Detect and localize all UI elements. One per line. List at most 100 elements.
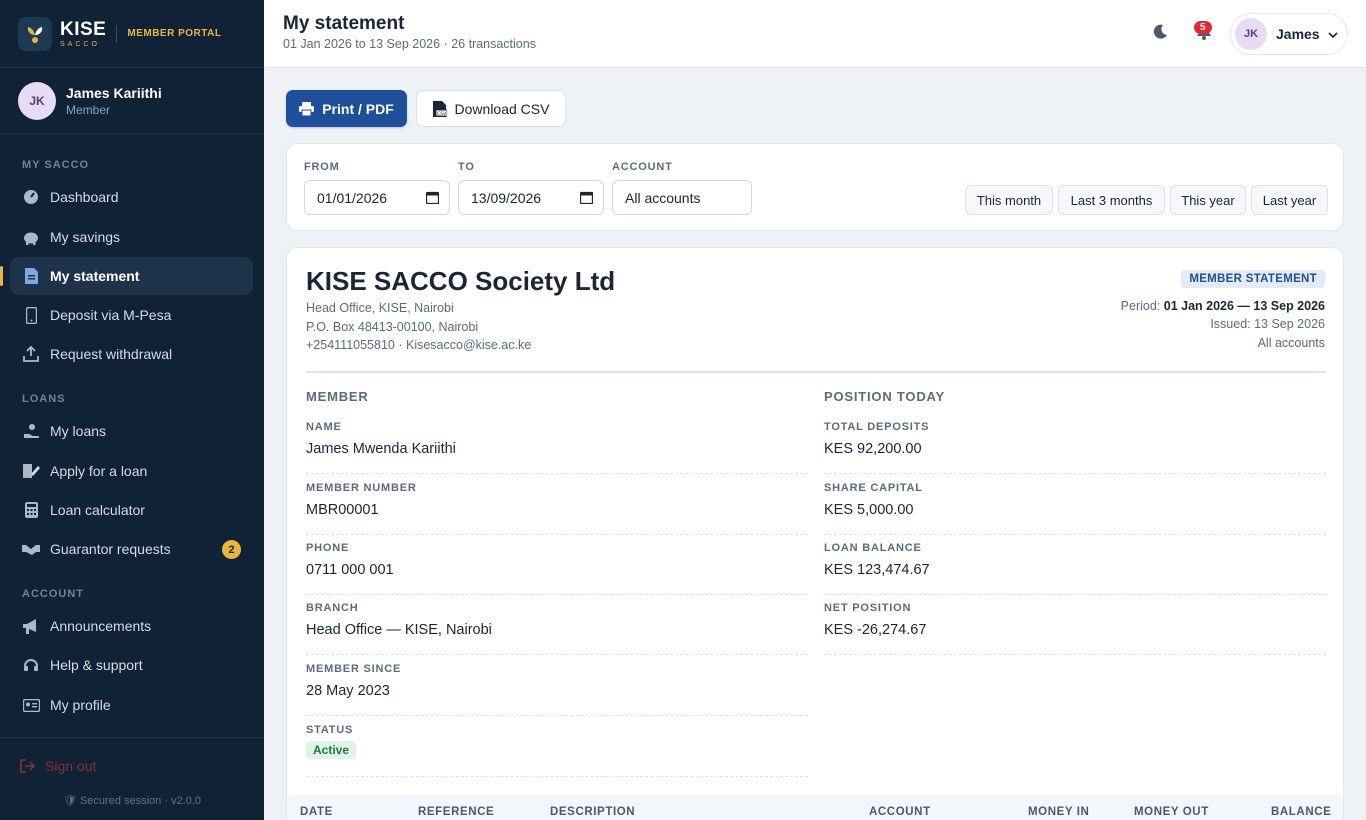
moon-icon[interactable] — [1152, 24, 1168, 45]
this-month-button[interactable]: This month — [965, 185, 1053, 215]
from-label: FROM — [304, 161, 340, 173]
sidebar-user[interactable]: JK James Kariithi Member — [0, 68, 264, 134]
th-balance[interactable]: BALANCE — [1271, 806, 1332, 818]
topbar: My statement 01 Jan 2026 to 13 Sep 2026 … — [264, 0, 1366, 68]
th-money-out[interactable]: MONEY OUT — [1134, 806, 1209, 818]
to-date-input[interactable]: 13/09/2026 — [458, 180, 604, 215]
sidebar-item-loans[interactable]: My loans — [10, 412, 253, 450]
csv-label: Download CSV — [454, 100, 550, 117]
brand-sub: SACCO — [60, 40, 100, 48]
sidebar-item-guarantor[interactable]: Guarantor requests 2 — [10, 530, 253, 568]
member-status-field: STATUS Active — [306, 716, 808, 777]
field-value: Head Office — KISE, Nairobi — [306, 622, 492, 638]
member-since-field: MEMBER SINCE 28 May 2023 — [306, 655, 808, 716]
nav-section-loans: LOANS — [22, 393, 66, 405]
total-deposits-field: TOTAL DEPOSITS KES 92,200.00 — [824, 413, 1326, 474]
calendar-icon[interactable] — [425, 191, 440, 207]
from-date-input[interactable]: 01/01/2026 — [304, 180, 450, 215]
last-3-months-button[interactable]: Last 3 months — [1058, 185, 1165, 215]
sidebar-item-label: My loans — [50, 423, 107, 439]
field-value: KES 92,200.00 — [824, 441, 922, 457]
sidebar-item-label: Request withdrawal — [50, 346, 173, 362]
sidebar-item-label: Apply for a loan — [50, 463, 148, 479]
sidebar-item-label: Guarantor requests — [50, 541, 171, 557]
signout-label: Sign out — [45, 758, 97, 774]
handshake-icon — [22, 540, 40, 558]
field-label: LOAN BALANCE — [824, 542, 922, 554]
th-account[interactable]: ACCOUNT — [869, 806, 931, 818]
divider — [306, 371, 1326, 373]
avatar: JK — [1235, 18, 1267, 50]
sidebar-item-announcements[interactable]: Announcements — [10, 607, 253, 645]
user-role: Member — [66, 102, 111, 117]
sidebar-item-apply-loan[interactable]: Apply for a loan — [10, 452, 253, 490]
sidebar-item-label: My profile — [50, 697, 111, 713]
sidebar-item-label: Announcements — [50, 618, 152, 634]
secured-session-note: 🛡 Secured session · v2.0.0 — [0, 794, 264, 807]
sidebar-item-profile[interactable]: My profile — [10, 686, 253, 724]
statement-accounts: All accounts — [1257, 336, 1325, 350]
account-select[interactable]: All accounts — [612, 180, 752, 215]
user-name: James Kariithi — [66, 84, 162, 101]
to-date-value: 13/09/2026 — [471, 189, 542, 206]
th-description[interactable]: DESCRIPTION — [550, 806, 636, 818]
print-label: Print / PDF — [322, 100, 394, 117]
dashboard-icon — [22, 188, 40, 206]
brand-divider — [116, 24, 118, 43]
guarantor-count-badge: 2 — [222, 540, 241, 559]
sidebar-item-label: Help & support — [50, 657, 143, 673]
from-date-value: 01/01/2026 — [317, 189, 388, 206]
file-pen-icon — [22, 462, 40, 480]
brand[interactable]: KISE SACCO MEMBER PORTAL — [0, 0, 264, 68]
brand-name: KISE — [60, 18, 107, 40]
field-label: BRANCH — [306, 602, 359, 614]
print-pdf-button[interactable]: Print / PDF — [286, 90, 407, 127]
calendar-icon[interactable] — [579, 191, 594, 207]
sidebar-item-savings[interactable]: My savings — [10, 218, 253, 256]
period-label: Period: — [1120, 299, 1161, 313]
field-label: NAME — [306, 421, 342, 433]
field-value: 28 May 2023 — [306, 683, 390, 699]
sidebar-item-statement[interactable]: My statement — [0, 257, 253, 295]
member-section-title: MEMBER — [306, 389, 369, 404]
sidebar-item-calculator[interactable]: Loan calculator — [10, 491, 253, 529]
sidebar-item-withdrawal[interactable]: Request withdrawal — [10, 335, 253, 373]
field-label: TOTAL DEPOSITS — [824, 421, 930, 433]
upload-icon — [22, 345, 40, 363]
sidebar-item-help[interactable]: Help & support — [10, 646, 253, 684]
nav-section-my-sacco: MY SACCO — [22, 159, 90, 171]
page-title: My statement — [283, 13, 405, 34]
signout-button[interactable]: Sign out — [20, 758, 96, 774]
csv-file-icon: CSV — [432, 100, 447, 117]
sidebar-item-label: My savings — [50, 229, 121, 245]
calculator-icon — [22, 501, 40, 519]
id-card-icon — [22, 696, 40, 714]
portal-label: MEMBER PORTAL — [127, 28, 222, 39]
sidebar-item-dashboard[interactable]: Dashboard — [10, 178, 253, 216]
field-value: James Mwenda Kariithi — [306, 441, 456, 457]
th-date[interactable]: DATE — [300, 806, 333, 818]
sidebar-item-deposit[interactable]: Deposit via M-Pesa — [10, 296, 253, 334]
th-money-in[interactable]: MONEY IN — [1028, 806, 1090, 818]
kise-logo-icon — [18, 16, 52, 51]
sidebar-item-label: Dashboard — [50, 189, 119, 205]
megaphone-icon — [22, 617, 40, 635]
statement-type-badge: MEMBER STATEMENT — [1181, 270, 1325, 288]
mobile-phone-icon — [22, 306, 40, 324]
last-year-button[interactable]: Last year — [1251, 185, 1328, 215]
member-name-field: NAME James Mwenda Kariithi — [306, 413, 808, 474]
brand-wordmark: KISE SACCO — [60, 20, 106, 48]
filter-card: FROM 01/01/2026 TO 13/09/2026 ACCOUNT Al… — [286, 143, 1344, 231]
download-csv-button[interactable]: CSV Download CSV — [416, 90, 566, 127]
field-label: MEMBER SINCE — [306, 663, 402, 675]
field-value: KES 123,474.67 — [824, 562, 930, 578]
th-reference[interactable]: REFERENCE — [418, 806, 495, 818]
piggy-bank-icon — [22, 228, 40, 246]
field-label: STATUS — [306, 724, 354, 736]
position-section-title: POSITION TODAY — [824, 389, 946, 404]
period-value: 01 Jan 2026 — 13 Sep 2026 — [1163, 299, 1325, 313]
this-year-button[interactable]: This year — [1170, 185, 1246, 215]
sidebar-item-label: Deposit via M-Pesa — [50, 307, 172, 323]
org-address-1: Head Office, KISE, Nairobi — [306, 301, 454, 315]
user-menu[interactable]: JK James — [1230, 13, 1348, 55]
